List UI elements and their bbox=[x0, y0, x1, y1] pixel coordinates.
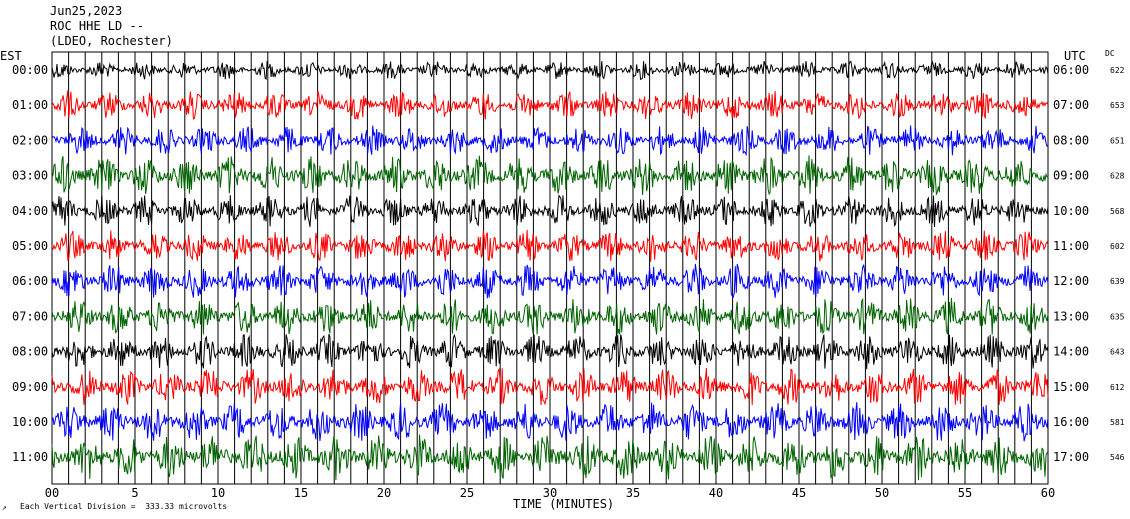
footer-arrow-icon: ↗ bbox=[2, 503, 7, 512]
utc-label: 09:00 bbox=[1053, 169, 1089, 183]
dc-value: 568 bbox=[1110, 207, 1125, 216]
est-label: 10:00 bbox=[12, 415, 48, 429]
left-timezone-label: EST bbox=[0, 49, 22, 63]
x-tick-label: 30 bbox=[543, 486, 557, 500]
x-tick-label: 35 bbox=[626, 486, 640, 500]
trace-0400 bbox=[51, 194, 1049, 228]
x-tick-label: 15 bbox=[294, 486, 308, 500]
scale-footer: Each Vertical Division = 333.33 microvol… bbox=[20, 502, 228, 511]
x-tick-label: 25 bbox=[460, 486, 474, 500]
est-label: 07:00 bbox=[12, 309, 48, 323]
utc-label: 07:00 bbox=[1053, 98, 1089, 112]
dc-value: 651 bbox=[1110, 136, 1125, 145]
trace-0300 bbox=[51, 155, 1049, 196]
utc-label: 17:00 bbox=[1053, 450, 1089, 464]
x-tick-label: 5 bbox=[131, 486, 138, 500]
trace-0700 bbox=[51, 297, 1049, 335]
dc-value: 628 bbox=[1110, 172, 1125, 181]
est-label: 03:00 bbox=[12, 169, 48, 183]
x-tick-label: 50 bbox=[875, 486, 889, 500]
trace-0500 bbox=[51, 229, 1049, 262]
date-label: Jun25,2023 bbox=[50, 4, 123, 18]
dc-value: 635 bbox=[1110, 312, 1125, 321]
dc-value: 653 bbox=[1110, 101, 1125, 110]
dc-value: 602 bbox=[1110, 242, 1125, 251]
dc-value: 643 bbox=[1110, 348, 1125, 357]
dc-value: 546 bbox=[1110, 453, 1125, 462]
network-label: (LDEO, Rochester) bbox=[50, 34, 173, 48]
utc-label: 10:00 bbox=[1053, 204, 1089, 218]
utc-label: 13:00 bbox=[1053, 309, 1089, 323]
x-tick-label: 60 bbox=[1041, 486, 1055, 500]
est-label: 00:00 bbox=[12, 63, 48, 77]
utc-label: 15:00 bbox=[1053, 380, 1089, 394]
x-tick-label: 40 bbox=[709, 486, 723, 500]
utc-label: 12:00 bbox=[1053, 274, 1089, 288]
dc-value: 639 bbox=[1110, 277, 1125, 286]
utc-label: 06:00 bbox=[1053, 63, 1089, 77]
trace-0100 bbox=[51, 90, 1049, 120]
x-tick-label: 45 bbox=[792, 486, 806, 500]
x-tick-label: 00 bbox=[45, 486, 59, 500]
dc-header-label: DC bbox=[1105, 49, 1115, 58]
x-tick-label: 20 bbox=[377, 486, 391, 500]
trace-0900 bbox=[51, 367, 1049, 406]
station-label: ROC HHE LD -- bbox=[50, 19, 144, 33]
utc-label: 11:00 bbox=[1053, 239, 1089, 253]
utc-label: 16:00 bbox=[1053, 415, 1089, 429]
trace-0200 bbox=[51, 125, 1049, 157]
est-label: 09:00 bbox=[12, 380, 48, 394]
dc-value: 622 bbox=[1110, 66, 1125, 75]
trace-0800 bbox=[51, 333, 1049, 370]
trace-0000 bbox=[51, 60, 1049, 81]
est-label: 11:00 bbox=[12, 450, 48, 464]
x-tick-label: 10 bbox=[211, 486, 225, 500]
trace-1100 bbox=[51, 434, 1049, 481]
utc-label: 08:00 bbox=[1053, 133, 1089, 147]
trace-0600 bbox=[51, 263, 1049, 299]
utc-label: 14:00 bbox=[1053, 345, 1089, 359]
est-label: 01:00 bbox=[12, 98, 48, 112]
est-label: 05:00 bbox=[12, 239, 48, 253]
dc-value: 612 bbox=[1110, 383, 1125, 392]
est-label: 08:00 bbox=[12, 345, 48, 359]
x-tick-label: 55 bbox=[958, 486, 972, 500]
dc-value: 581 bbox=[1110, 418, 1125, 427]
trace-1000 bbox=[51, 402, 1049, 442]
est-label: 06:00 bbox=[12, 274, 48, 288]
right-timezone-label: UTC bbox=[1064, 49, 1086, 63]
x-axis-title: TIME (MINUTES) bbox=[513, 497, 615, 511]
est-label: 02:00 bbox=[12, 133, 48, 147]
est-label: 04:00 bbox=[12, 204, 48, 218]
